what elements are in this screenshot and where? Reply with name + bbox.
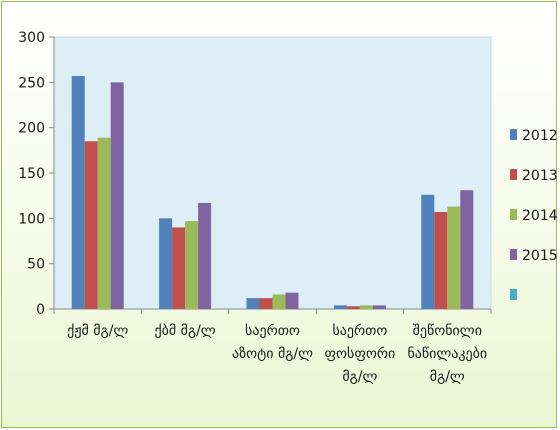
bar-2015 bbox=[285, 292, 299, 309]
legend-swatch bbox=[510, 129, 517, 140]
x-category-label: ქჟმ მგ/ლ bbox=[67, 323, 128, 339]
x-category-label: ქბმ მგ/ლ bbox=[154, 323, 215, 339]
y-tick-label: 50 bbox=[27, 257, 45, 273]
legend-label: 2015 bbox=[522, 248, 558, 264]
y-axis: 0 50 100 150 200 250 300 bbox=[18, 30, 55, 318]
legend-swatch bbox=[510, 289, 517, 300]
bar-2015 bbox=[198, 202, 212, 309]
bar-2013 bbox=[434, 211, 448, 309]
bar-2013 bbox=[346, 306, 360, 309]
bar-2012 bbox=[333, 305, 347, 309]
legend-label: 2014 bbox=[522, 208, 558, 224]
legend-label: 2012 bbox=[522, 128, 558, 144]
bar-2014 bbox=[185, 221, 199, 309]
y-tick-label: 100 bbox=[18, 211, 45, 227]
bar-2013 bbox=[259, 298, 273, 309]
bar-2013 bbox=[84, 141, 98, 309]
bar-2015 bbox=[372, 305, 386, 309]
bar-2014 bbox=[359, 305, 373, 309]
bar-2014 bbox=[447, 206, 461, 309]
x-category-label: საერთო აზოტი მგ/ლ bbox=[232, 322, 313, 362]
bar-2013 bbox=[172, 227, 186, 309]
bar-2014 bbox=[97, 137, 111, 309]
bar-2015 bbox=[110, 82, 124, 309]
bar-2015 bbox=[460, 190, 474, 309]
y-tick-label: 150 bbox=[18, 166, 45, 182]
y-tick-label: 200 bbox=[18, 121, 45, 137]
plot-area bbox=[53, 36, 492, 310]
y-tick-label: 0 bbox=[36, 302, 45, 318]
legend-swatch bbox=[510, 249, 517, 260]
bar-2014 bbox=[272, 294, 286, 309]
bar-2012 bbox=[246, 298, 260, 309]
y-tick-label: 300 bbox=[18, 30, 45, 46]
bar-2012 bbox=[159, 218, 173, 309]
x-category-label: საერთო ფოსფორი მგ/ლ bbox=[324, 322, 395, 385]
x-axis: ქჟმ მგ/ლ ქბმ მგ/ლ საერთო აზოტი მგ/ლ საერთო ფო… bbox=[53, 308, 492, 385]
bar-2012 bbox=[421, 194, 435, 309]
legend-swatch bbox=[510, 169, 517, 180]
legend-swatch bbox=[510, 209, 517, 220]
legend: 2012 2013 2014 2015 bbox=[510, 128, 558, 300]
bars bbox=[71, 75, 474, 309]
x-category-label: შეწონილი ნაწილაკები მგ/ლ bbox=[407, 323, 487, 385]
y-tick-label: 250 bbox=[18, 75, 45, 91]
bar-2012 bbox=[71, 75, 85, 309]
legend-label: 2013 bbox=[522, 168, 558, 184]
